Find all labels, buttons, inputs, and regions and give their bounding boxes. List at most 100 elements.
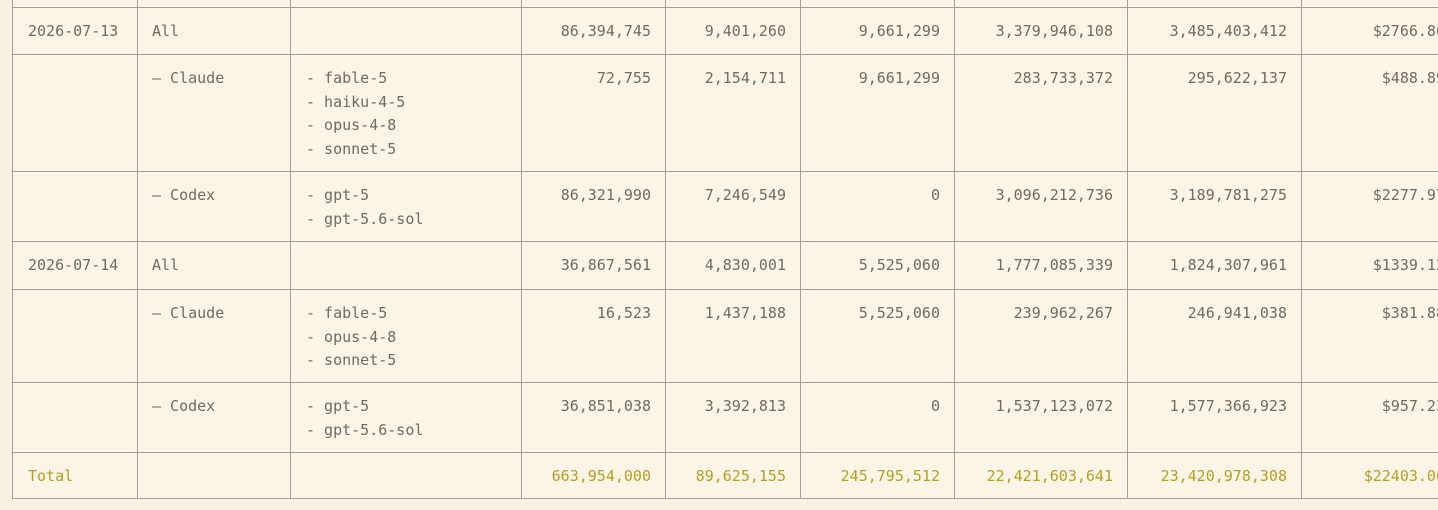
- provider: – Codex: [152, 186, 216, 204]
- table-cell: - gpt-5 - gpt-5.6-sol: [291, 383, 522, 453]
- table-cell: 5,525,060: [801, 242, 955, 290]
- table-cell: 3,189,781,275: [1128, 172, 1302, 242]
- table-cell: 2026-07-14: [12, 242, 138, 290]
- model: - fable-5: [306, 69, 388, 87]
- table-cell: - gpt-5 - gpt-5.6-sol: [291, 172, 522, 242]
- model: - sonnet-5: [306, 139, 397, 158]
- table-cell: [12, 383, 138, 453]
- table-cell: – Codex: [138, 383, 291, 453]
- table-cell: 9,401,260: [666, 8, 801, 55]
- table-cell: [291, 0, 522, 8]
- table-cell: All: [138, 8, 291, 55]
- table-cell: 3,379,946,108: [955, 8, 1128, 55]
- table-cell: 239,962,267: [955, 290, 1128, 383]
- value: 23,420,978,308: [1160, 467, 1287, 485]
- date: 2026-07-14: [28, 256, 119, 274]
- value: 2,154,711: [704, 69, 786, 87]
- table-cell: [12, 290, 138, 383]
- table-cell: 245,795,512: [801, 453, 955, 499]
- table-cell: [522, 0, 666, 8]
- value: 4,830,001: [704, 256, 786, 274]
- value: $1339.12: [1372, 256, 1438, 274]
- table-cell: [291, 8, 522, 55]
- table-cell: $381.88: [1302, 290, 1438, 383]
- value: 1,777,085,339: [995, 256, 1113, 274]
- table-cell: - fable-5 - haiku-4-5 - opus-4-8 - sonnet-5: [291, 55, 522, 172]
- provider: – Claude: [152, 69, 225, 87]
- table-cell: 89,625,155: [666, 453, 801, 499]
- total-label: Total: [28, 467, 74, 485]
- table-cell: 1,537,123,072: [955, 383, 1128, 453]
- value: $22403.00: [1363, 467, 1438, 485]
- table-cell: 246,941,038: [1128, 290, 1302, 383]
- table-cell: 295,622,137: [1128, 55, 1302, 172]
- value: 0: [930, 186, 940, 204]
- value: 22,421,603,641: [986, 467, 1113, 485]
- table-cell: 1,437,188: [666, 290, 801, 383]
- value: 283,733,372: [1013, 69, 1113, 87]
- value: 3,392,813: [704, 397, 786, 415]
- model: - opus-4-8: [306, 116, 397, 134]
- value: 5,525,060: [858, 256, 940, 274]
- value: 663,954,000: [551, 467, 651, 485]
- table-cell: – Codex: [138, 172, 291, 242]
- value: 1,437,188: [704, 304, 786, 322]
- table-cell: $1339.12: [1302, 242, 1438, 290]
- table-cell: 1,577,366,923: [1128, 383, 1302, 453]
- value: 16,523: [596, 304, 651, 322]
- value: 36,867,561: [560, 256, 651, 274]
- model: - gpt-5.6-sol: [306, 209, 424, 228]
- table-cell: – Claude: [138, 290, 291, 383]
- table-cell: $957.23: [1302, 383, 1438, 453]
- model: - opus-4-8: [306, 327, 397, 346]
- value: 1,537,123,072: [995, 397, 1113, 415]
- table-cell: [12, 55, 138, 172]
- table-cell: [291, 453, 522, 499]
- table-cell: 2026-07-13: [12, 8, 138, 55]
- table-cell: $2766.86: [1302, 8, 1438, 55]
- table-cell: 4,830,001: [666, 242, 801, 290]
- table-cell: 3,485,403,412: [1128, 8, 1302, 55]
- value: 86,321,990: [560, 186, 651, 204]
- value: $488.89: [1381, 69, 1438, 87]
- table-cell: [801, 0, 955, 8]
- table-cell: 22,421,603,641: [955, 453, 1128, 499]
- model: - gpt-5: [306, 397, 370, 415]
- table-cell: 7,246,549: [666, 172, 801, 242]
- table-cell: 1,777,085,339: [955, 242, 1128, 290]
- value: 9,661,299: [858, 22, 940, 40]
- table-cell: 86,321,990: [522, 172, 666, 242]
- value: $957.23: [1381, 397, 1438, 415]
- table-cell: [12, 172, 138, 242]
- value: 0: [930, 397, 940, 415]
- table-cell: – Claude: [138, 55, 291, 172]
- table-cell: [291, 242, 522, 290]
- table-cell: [1302, 0, 1438, 8]
- table-cell: 0: [801, 383, 955, 453]
- provider: – Codex: [152, 397, 216, 415]
- table-cell: - fable-5 - opus-4-8 - sonnet-5: [291, 290, 522, 383]
- table-cell: $488.89: [1302, 55, 1438, 172]
- value: $2766.86: [1372, 22, 1438, 40]
- table-cell: All: [138, 242, 291, 290]
- table-cell: 663,954,000: [522, 453, 666, 499]
- provider: All: [152, 22, 180, 40]
- table-cell: [1128, 0, 1302, 8]
- value: 9,401,260: [704, 22, 786, 40]
- model: - gpt-5.6-sol: [306, 420, 424, 439]
- table-cell: [138, 453, 291, 499]
- table-cell: [12, 0, 138, 8]
- table-cell: 72,755: [522, 55, 666, 172]
- table-cell: [138, 0, 291, 8]
- value: 5,525,060: [858, 304, 940, 322]
- table-cell: 23,420,978,308: [1128, 453, 1302, 499]
- table-cell: [955, 0, 1128, 8]
- model: - sonnet-5: [306, 351, 397, 369]
- value: 89,625,155: [695, 467, 786, 485]
- value: $2277.97: [1372, 186, 1438, 204]
- table-cell: 9,661,299: [801, 55, 955, 172]
- table-cell: 36,851,038: [522, 383, 666, 453]
- value: 3,096,212,736: [995, 186, 1113, 204]
